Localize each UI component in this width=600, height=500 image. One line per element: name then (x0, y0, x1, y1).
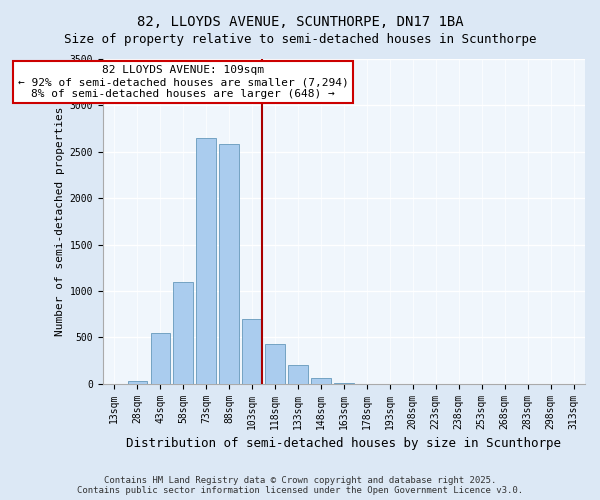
Bar (311, 378, 331, 384)
Bar (196, 138, 216, 384)
Bar (128, 381, 147, 384)
Bar (288, 365, 308, 384)
Bar (265, 344, 285, 384)
Text: 82, LLOYDS AVENUE, SCUNTHORPE, DN17 1BA: 82, LLOYDS AVENUE, SCUNTHORPE, DN17 1BA (137, 15, 463, 29)
Bar (151, 332, 170, 384)
Text: Size of property relative to semi-detached houses in Scunthorpe: Size of property relative to semi-detach… (64, 32, 536, 46)
Text: Contains HM Land Registry data © Crown copyright and database right 2025.
Contai: Contains HM Land Registry data © Crown c… (77, 476, 523, 495)
Y-axis label: Number of semi-detached properties: Number of semi-detached properties (55, 106, 65, 336)
X-axis label: Distribution of semi-detached houses by size in Scunthorpe: Distribution of semi-detached houses by … (127, 437, 562, 450)
Bar (173, 282, 193, 384)
Bar (334, 383, 353, 384)
Bar (220, 144, 239, 384)
Bar (242, 319, 262, 384)
Text: 82 LLOYDS AVENUE: 109sqm
← 92% of semi-detached houses are smaller (7,294)
8% of: 82 LLOYDS AVENUE: 109sqm ← 92% of semi-d… (18, 66, 349, 98)
